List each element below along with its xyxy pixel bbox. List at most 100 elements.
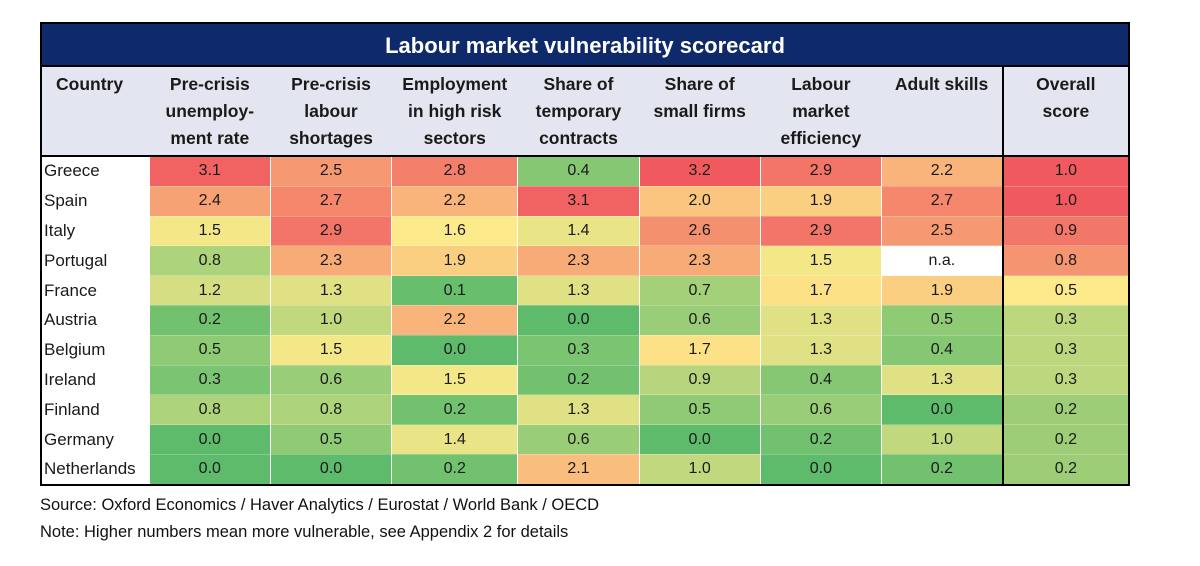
score-cell: 0.4 xyxy=(759,364,882,395)
score-cell: 0.2 xyxy=(391,394,518,425)
country-cell: Belgium xyxy=(41,334,150,366)
score-cell: 0.9 xyxy=(638,364,761,395)
score-cell: 0.8 xyxy=(148,394,271,425)
score-cell: 0.1 xyxy=(391,275,518,306)
scorecard-table: Country Pre-crisis unemploy-ment rate Pre-c… xyxy=(40,65,1130,486)
score-cell: 0.0 xyxy=(517,304,640,336)
score-cell: 0.2 xyxy=(391,453,518,485)
table-body: Greece 3.1 2.5 2.8 0.4 3.2 2.9 2.2 1.0 Spain 2.4 2.… xyxy=(41,155,1129,485)
country-cell: Germany xyxy=(41,424,150,455)
column-header-line: ment rate xyxy=(170,128,250,148)
score-cell: 2.9 xyxy=(759,155,882,187)
score-cell: 1.4 xyxy=(517,215,640,246)
scorecard-title: Labour market vulnerability scorecard xyxy=(40,22,1130,65)
table-row: Finland 0.8 0.8 0.2 1.3 0.5 0.6 0.0 0.2 xyxy=(41,394,1129,425)
score-cell: 0.0 xyxy=(148,424,271,455)
score-cell: 2.2 xyxy=(391,185,518,217)
overall-score-cell: 1.0 xyxy=(1001,185,1129,217)
column-header-line: Pre-crisis xyxy=(169,74,250,94)
table-row: Netherlands 0.0 0.0 0.2 2.1 1.0 0.0 0.2 0.2 xyxy=(41,453,1129,485)
country-cell: Spain xyxy=(41,185,150,217)
score-cell: 1.5 xyxy=(269,334,392,366)
score-cell: 1.7 xyxy=(638,334,761,366)
column-header-line: contracts xyxy=(539,128,618,148)
column-header-line: in high risk xyxy=(408,101,502,121)
column-header-line: Pre-crisis xyxy=(291,74,371,94)
score-cell: 0.2 xyxy=(759,424,882,455)
score-cell: n.a. xyxy=(880,245,1003,276)
score-cell: 0.0 xyxy=(759,453,882,485)
score-cell: 2.7 xyxy=(880,185,1003,217)
score-cell: 0.3 xyxy=(517,334,640,366)
column-header: Share of temporary contracts xyxy=(517,66,640,156)
score-cell: 0.4 xyxy=(517,155,640,187)
score-cell: 1.3 xyxy=(269,275,392,306)
table-row: Germany 0.0 0.5 1.4 0.6 0.0 0.2 1.0 0.2 xyxy=(41,424,1129,455)
score-cell: 0.6 xyxy=(269,364,392,395)
score-cell: 2.8 xyxy=(391,155,518,187)
score-cell: 3.1 xyxy=(148,155,271,187)
score-cell: 2.6 xyxy=(638,215,761,246)
overall-score-cell: 0.2 xyxy=(1001,394,1129,425)
score-cell: 2.2 xyxy=(391,304,518,336)
column-header-line: labour xyxy=(304,101,358,121)
table-row: Greece 3.1 2.5 2.8 0.4 3.2 2.9 2.2 1.0 xyxy=(41,155,1129,187)
score-cell: 1.5 xyxy=(759,245,882,276)
score-cell: 0.3 xyxy=(148,364,271,395)
country-cell: Portugal xyxy=(41,245,150,276)
score-cell: 2.5 xyxy=(269,155,392,187)
score-cell: 1.3 xyxy=(880,364,1003,395)
score-cell: 3.1 xyxy=(517,185,640,217)
column-header: Labour market efficiency xyxy=(760,66,882,156)
column-header-line: sectors xyxy=(423,128,486,148)
score-cell: 0.5 xyxy=(880,304,1003,336)
score-cell: 1.0 xyxy=(269,304,392,336)
table-row: Spain 2.4 2.7 2.2 3.1 2.0 1.9 2.7 1.0 xyxy=(41,185,1129,217)
score-cell: 1.0 xyxy=(638,453,761,485)
column-header-line: unemploy- xyxy=(165,101,255,121)
score-cell: 1.3 xyxy=(517,394,640,425)
score-cell: 1.4 xyxy=(391,424,518,455)
overall-score-cell: 0.3 xyxy=(1001,364,1129,395)
table-row: Italy 1.5 2.9 1.6 1.4 2.6 2.9 2.5 0.9 xyxy=(41,215,1129,246)
column-header: Pre-crisis unemploy-ment rate xyxy=(149,66,271,156)
country-cell: Finland xyxy=(41,394,150,425)
score-cell: 1.5 xyxy=(148,215,271,246)
column-header-line: score xyxy=(1042,101,1090,121)
score-cell: 0.0 xyxy=(638,424,761,455)
country-cell: Greece xyxy=(41,155,150,187)
source-note: Source: Oxford Economics / Haver Analyti… xyxy=(40,495,600,514)
column-header-line: small firms xyxy=(653,101,746,121)
score-cell: 1.9 xyxy=(759,185,882,217)
score-cell: 3.2 xyxy=(638,155,761,187)
score-cell: 2.0 xyxy=(638,185,761,217)
column-header-line: efficiency xyxy=(780,128,862,148)
score-cell: 0.6 xyxy=(517,424,640,455)
overall-score-cell: 0.3 xyxy=(1001,304,1129,336)
score-cell: 0.6 xyxy=(759,394,882,425)
score-cell: 1.0 xyxy=(880,424,1003,455)
overall-score-cell: 0.2 xyxy=(1001,424,1129,455)
country-cell: Ireland xyxy=(41,364,150,395)
overall-score-cell: 0.9 xyxy=(1001,215,1129,246)
column-header: Pre-crisis labour shortages xyxy=(270,66,392,156)
overall-score-cell: 1.0 xyxy=(1001,155,1129,187)
column-header-line: Share of xyxy=(664,74,735,94)
score-cell: 0.5 xyxy=(638,394,761,425)
score-cell: 1.6 xyxy=(391,215,518,246)
score-cell: 1.3 xyxy=(517,275,640,306)
score-cell: 2.1 xyxy=(517,453,640,485)
table-row: Belgium 0.5 1.5 0.0 0.3 1.7 1.3 0.4 0.3 xyxy=(41,334,1129,366)
score-cell: 2.9 xyxy=(759,215,882,246)
score-cell: 0.5 xyxy=(269,424,392,455)
column-header-line: Adult skills xyxy=(894,74,989,94)
score-cell: 0.0 xyxy=(880,394,1003,425)
column-header-line: temporary xyxy=(535,101,622,121)
score-cell: 1.9 xyxy=(391,245,518,276)
score-cell: 0.2 xyxy=(148,304,271,336)
score-cell: 1.9 xyxy=(880,275,1003,306)
score-cell: 0.4 xyxy=(880,334,1003,366)
score-cell: 1.3 xyxy=(759,334,882,366)
column-header-line: Overall xyxy=(1036,74,1096,94)
score-cell: 0.8 xyxy=(269,394,392,425)
